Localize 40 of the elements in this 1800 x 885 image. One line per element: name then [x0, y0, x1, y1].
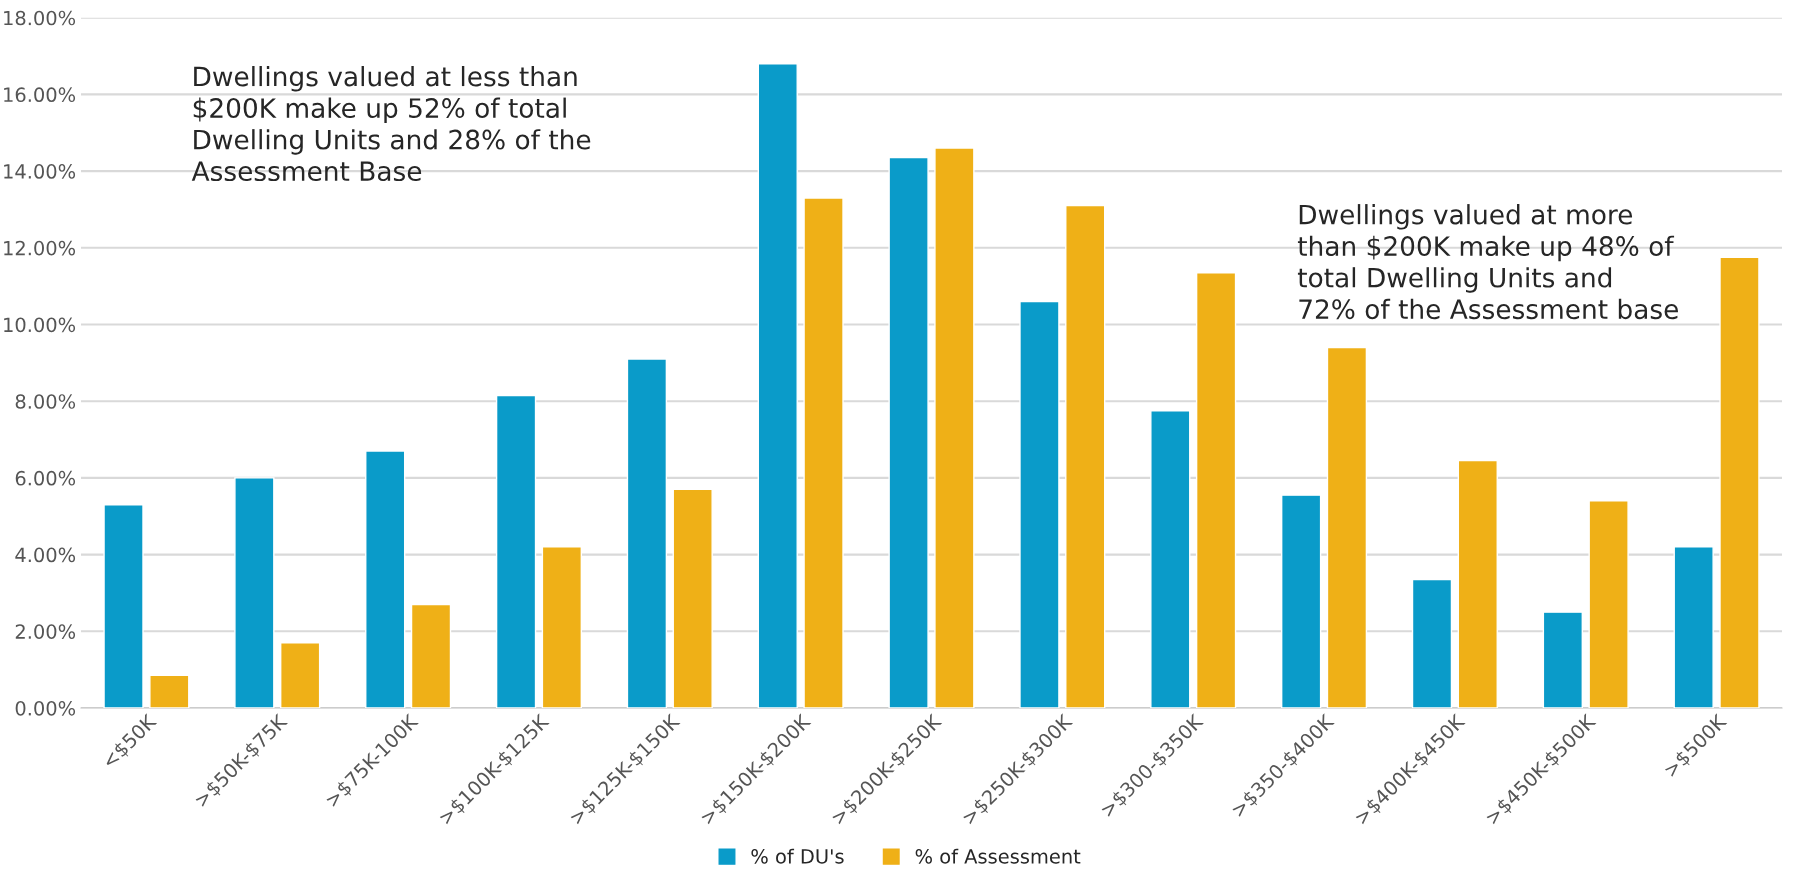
bar	[1150, 410, 1191, 708]
y-tick-label: 10.00%	[4, 317, 76, 333]
y-tick-label: 14.00%	[4, 164, 76, 179]
bar	[1065, 204, 1106, 708]
annotation: Dwellings valued at less than $200K make up 52% of total Dwelling Units and 28% of the Assessment Base	[191, 66, 591, 182]
bar	[280, 642, 321, 708]
bar	[1542, 611, 1583, 708]
bar	[1588, 500, 1629, 708]
bar	[234, 477, 275, 708]
legend-label: % of Assessment	[915, 848, 1081, 864]
y-tick-label: 6.00%	[15, 470, 76, 486]
bar	[410, 603, 452, 708]
y-tick-label: 0.00%	[15, 700, 76, 716]
y-tick-label: 8.00%	[15, 394, 76, 409]
bar	[1326, 346, 1368, 708]
bar	[757, 63, 798, 708]
bar	[1411, 578, 1453, 708]
bar	[1719, 256, 1760, 708]
bar	[934, 147, 975, 708]
bar	[365, 450, 406, 708]
bar	[1673, 546, 1714, 708]
y-tick-label: 18.00%	[4, 10, 76, 26]
y-tick-label: 4.00%	[15, 547, 76, 563]
bar	[1195, 272, 1237, 708]
bar	[672, 488, 713, 708]
bar	[888, 156, 929, 708]
bar	[103, 504, 144, 708]
bar	[541, 546, 583, 708]
bar	[803, 197, 844, 708]
bar	[149, 674, 190, 708]
bar	[1019, 300, 1060, 708]
legend-label: % of DU's	[751, 848, 844, 864]
y-tick-label: 12.00%	[4, 240, 76, 256]
y-tick-label: 16.00%	[4, 87, 76, 103]
bar	[626, 358, 668, 708]
y-tick-label: 2.00%	[15, 624, 76, 639]
bar	[1280, 494, 1322, 708]
bar	[1457, 459, 1498, 708]
annotation: Dwellings valued at more than $200K make up 48% of total Dwelling Units and 72% of the Assessment base	[1297, 204, 1678, 320]
bar	[495, 394, 537, 708]
